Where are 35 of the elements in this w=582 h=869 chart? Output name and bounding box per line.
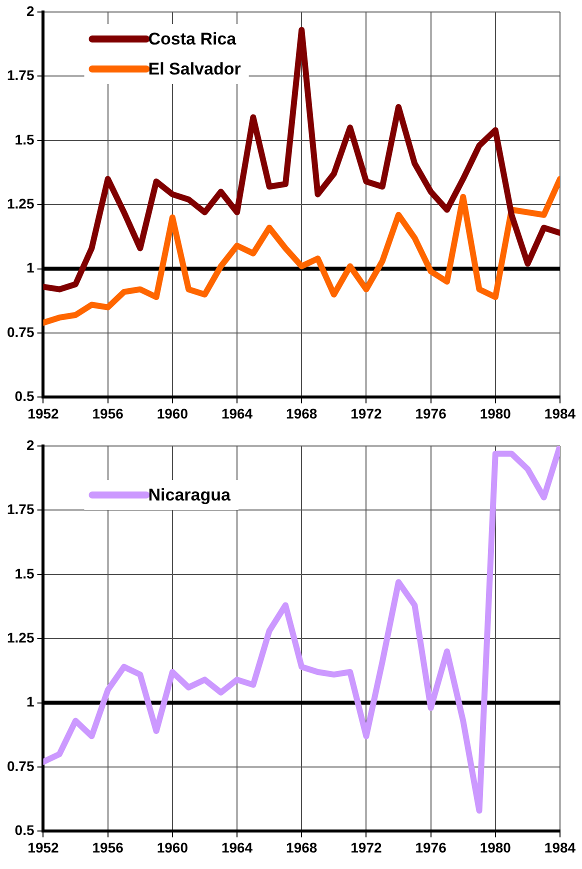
y-tick-label: 0.5 bbox=[14, 822, 34, 838]
y-tick-label: 1.5 bbox=[14, 131, 34, 148]
y-tick-label: 2 bbox=[26, 2, 34, 19]
x-tick-label: 1956 bbox=[92, 405, 124, 422]
x-tick-label: 1952 bbox=[28, 839, 60, 856]
x-tick-label: 1984 bbox=[544, 405, 576, 422]
y-tick-label: 1.25 bbox=[7, 195, 34, 212]
legend-label: El Salvador bbox=[148, 60, 242, 79]
x-tick-label: 1972 bbox=[350, 839, 382, 856]
legend-label: Nicaragua bbox=[148, 486, 231, 505]
x-tick-label: 1980 bbox=[480, 839, 512, 856]
y-tick-label: 0.75 bbox=[7, 758, 34, 774]
x-tick-label: 1972 bbox=[350, 405, 382, 422]
x-tick-label: 1964 bbox=[221, 839, 253, 856]
legend-label: Costa Rica bbox=[148, 30, 237, 49]
x-tick-label: 1976 bbox=[415, 839, 447, 856]
y-tick-label: 2 bbox=[26, 436, 34, 453]
y-tick-label: 1.75 bbox=[7, 501, 34, 518]
y-tick-label: 1.25 bbox=[7, 629, 34, 646]
x-tick-label: 1956 bbox=[92, 839, 124, 856]
x-tick-label: 1964 bbox=[221, 405, 253, 422]
y-tick-label: 1 bbox=[26, 260, 34, 276]
x-tick-label: 1960 bbox=[156, 405, 188, 422]
x-tick-label: 1984 bbox=[544, 839, 576, 856]
y-tick-label: 0.5 bbox=[14, 388, 34, 404]
x-tick-label: 1960 bbox=[156, 839, 188, 856]
x-tick-label: 1980 bbox=[480, 405, 512, 422]
y-tick-label: 1.75 bbox=[7, 67, 34, 84]
y-tick-label: 0.75 bbox=[7, 324, 34, 340]
x-tick-label: 1968 bbox=[286, 839, 318, 856]
x-tick-label: 1976 bbox=[415, 405, 447, 422]
y-tick-label: 1.5 bbox=[14, 565, 34, 582]
x-tick-label: 1968 bbox=[286, 405, 318, 422]
x-tick-label: 1952 bbox=[28, 405, 60, 422]
y-tick-label: 1 bbox=[26, 694, 34, 710]
